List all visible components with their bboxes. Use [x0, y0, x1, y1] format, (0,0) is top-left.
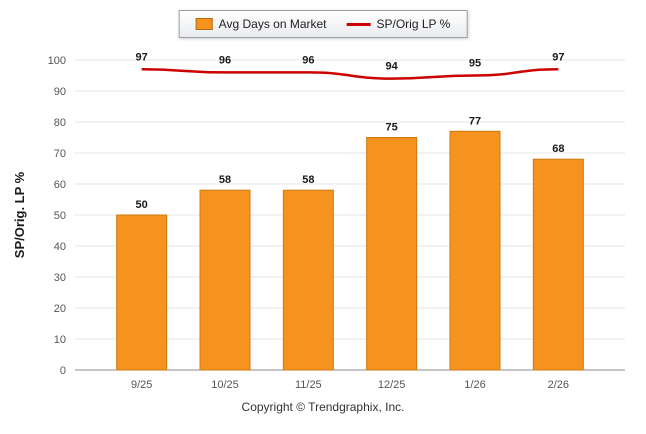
y-tick-label: 90: [54, 86, 66, 98]
bar: [199, 189, 251, 371]
line-value-label: 96: [219, 54, 231, 66]
legend-item-sp-orig-lp: SP/Orig LP %: [346, 17, 451, 31]
y-tick-label: 0: [60, 365, 66, 377]
y-tick-label: 50: [54, 210, 66, 222]
x-tick-label: 10/25: [211, 379, 239, 391]
bar-value-label: 75: [386, 122, 398, 134]
line-value-label: 95: [469, 58, 481, 70]
chart-legend: Avg Days on Market SP/Orig LP %: [178, 10, 468, 38]
y-axis-title: SP/Orig. LP %: [12, 171, 27, 258]
legend-item-avg-days-on-market: Avg Days on Market: [195, 17, 327, 31]
y-tick-label: 100: [48, 55, 66, 67]
line-value-label: 94: [386, 61, 399, 73]
bar: [449, 130, 501, 371]
y-tick-label: 10: [54, 334, 66, 346]
bar: [282, 189, 334, 371]
bar-series-swatch-icon: [195, 18, 213, 30]
x-tick-label: 11/25: [295, 379, 322, 391]
bar-value-label: 58: [219, 174, 231, 186]
x-tick-label: 1/26: [464, 379, 485, 391]
line-series-swatch-icon: [346, 22, 371, 26]
bar: [366, 137, 418, 371]
x-tick-label: 9/25: [131, 379, 152, 391]
y-tick-label: 70: [54, 148, 66, 160]
copyright-text: Copyright © Trendgraphix, Inc.: [241, 400, 405, 414]
x-tick-label: 2/26: [548, 379, 569, 391]
bar-value-label: 68: [552, 143, 564, 155]
y-tick-label: 30: [54, 272, 66, 284]
y-tick-label: 60: [54, 179, 66, 191]
legend-label-sp-orig-lp: SP/Orig LP %: [376, 17, 451, 31]
line-value-label: 97: [552, 51, 564, 63]
x-tick-label: 12/25: [378, 379, 406, 391]
bar-value-label: 77: [469, 115, 481, 127]
legend-label-avg-days-on-market: Avg Days on Market: [218, 17, 327, 31]
bar-value-label: 50: [136, 199, 148, 211]
y-tick-label: 20: [54, 303, 66, 315]
line-value-label: 96: [302, 54, 314, 66]
y-tick-label: 40: [54, 241, 66, 253]
y-tick-label: 80: [54, 117, 66, 129]
line-value-label: 97: [136, 51, 148, 63]
bar: [532, 158, 584, 371]
sp-orig-lp-line: [141, 68, 559, 80]
bar-value-label: 58: [302, 174, 314, 186]
bar: [116, 214, 168, 371]
